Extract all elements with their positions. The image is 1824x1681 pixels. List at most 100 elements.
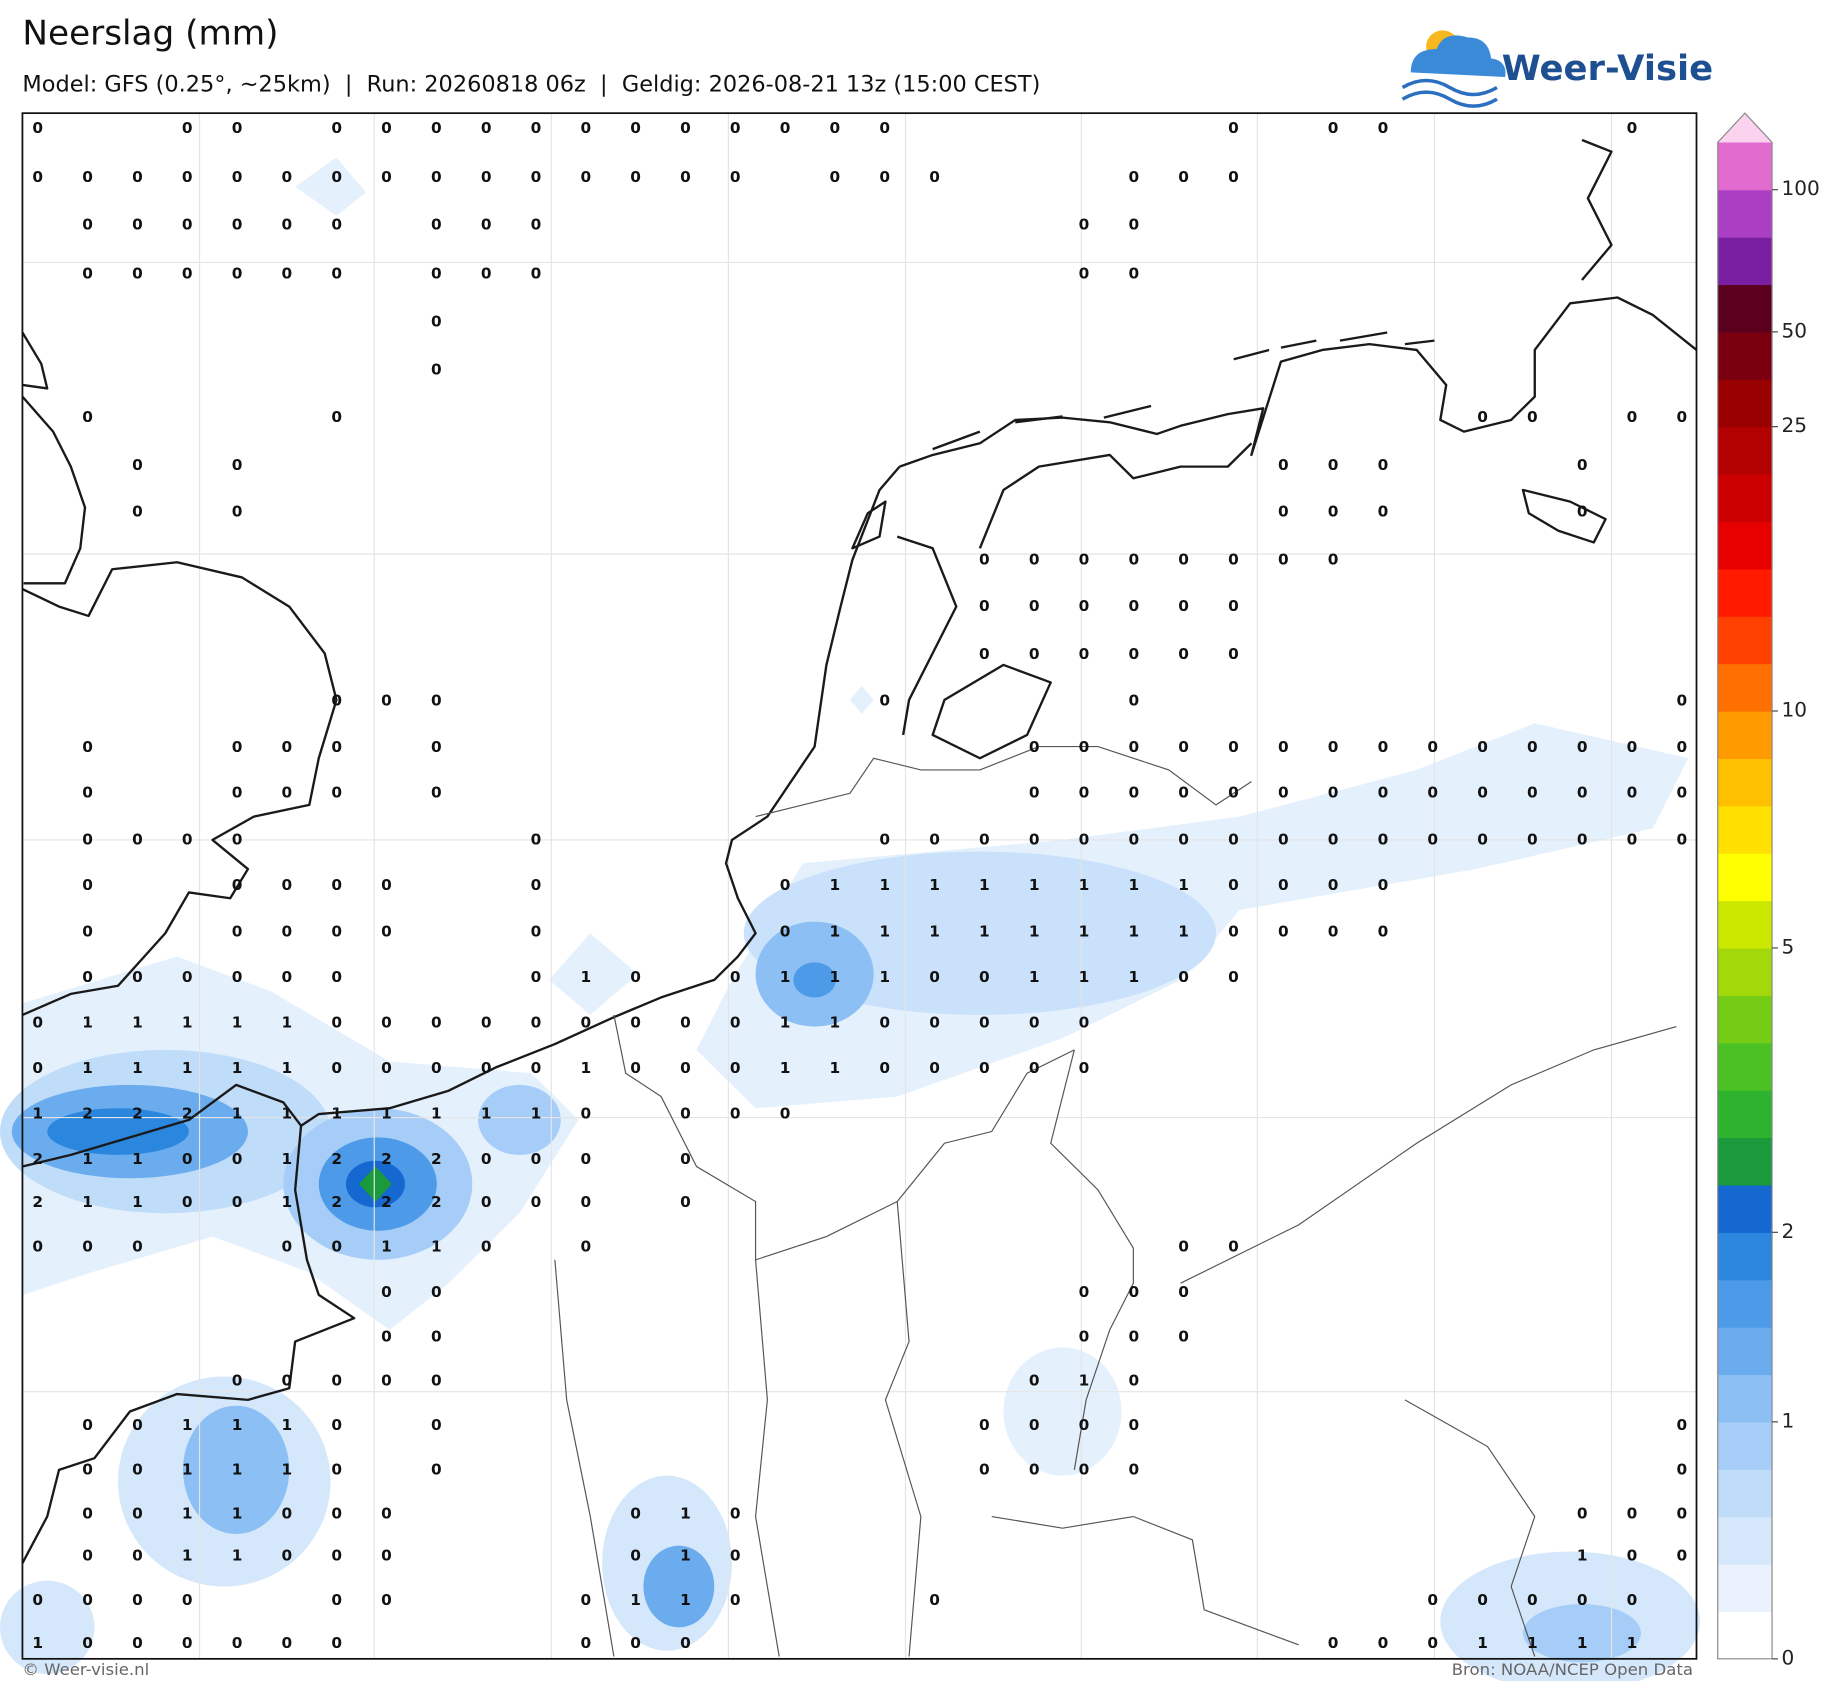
precip-value: 0 [182,119,193,137]
precip-value: 0 [1128,830,1139,848]
precip-value: 0 [331,784,342,802]
precip-value: 0 [630,1547,641,1565]
precip-value: 1 [132,1193,143,1211]
colorbar-segment [1717,1090,1773,1139]
precip-value: 0 [531,216,542,234]
precip-value: 0 [1627,1505,1638,1523]
precip-value: 1 [780,1059,791,1077]
precip-value: 0 [481,168,492,186]
precip-value: 0 [232,968,243,986]
precip-value: 1 [929,923,940,941]
precip-value: 1 [830,876,841,894]
precip-value: 0 [979,1014,990,1032]
precip-value: 0 [1378,784,1389,802]
precip-value: 0 [1677,1460,1688,1478]
precip-value: 0 [1228,119,1239,137]
precip-value: 0 [630,168,641,186]
precip-value: 1 [431,1238,442,1256]
precip-value: 0 [1328,119,1339,137]
precip-value: 0 [580,1634,591,1652]
precip-value: 0 [1228,784,1239,802]
colorbar-tick-label: 2 [1781,1219,1794,1243]
precip-value: 0 [979,968,990,986]
precip-value: 0 [1527,738,1538,756]
source: Bron: NOAA/NCEP Open Data [1452,1660,1693,1679]
precip-value: 0 [879,168,890,186]
colorbar-tick-label: 50 [1781,318,1807,342]
precip-value: 0 [830,168,841,186]
precip-value: 0 [730,1591,741,1609]
precip-value: 0 [929,168,940,186]
precip-value: 0 [1128,168,1139,186]
precip-value: 0 [381,1591,392,1609]
subtitle: Model: GFS (0.25°, ~25km) | Run: 2026081… [22,72,1040,98]
precip-value: 0 [331,738,342,756]
precip-value: 0 [232,503,243,521]
colorbar-segment [1717,284,1773,333]
precip-value: 0 [1378,830,1389,848]
precip-value: 1 [431,1105,442,1123]
precip-value: 1 [879,968,890,986]
precip-value: 0 [32,1591,43,1609]
precip-value: 0 [82,168,93,186]
precip-value: 0 [282,784,293,802]
precip-value: 0 [1029,551,1040,569]
colorbar-frame [1717,112,1773,1660]
precip-value: 0 [1328,1634,1339,1652]
precip-value: 0 [1079,216,1090,234]
precip-value: 0 [1228,923,1239,941]
precip-value: 0 [1477,738,1488,756]
precip-value: 0 [132,1238,143,1256]
precip-value: 0 [82,408,93,426]
precip-value: 0 [481,1193,492,1211]
precip-value: 0 [431,784,442,802]
precip-value: 0 [1029,597,1040,615]
precip-value: 0 [1228,830,1239,848]
precip-value: 1 [282,1105,293,1123]
precip-value: 0 [730,1059,741,1077]
colorbar-segment [1717,805,1773,854]
precip-value: 0 [282,1505,293,1523]
precip-value: 0 [331,968,342,986]
precip-value: 0 [331,692,342,710]
copyright: © Weer-visie.nl [22,1660,149,1679]
precip-value: 0 [132,216,143,234]
precip-value: 0 [1577,738,1588,756]
precip-value: 1 [1029,876,1040,894]
precip-value: 0 [830,119,841,137]
precip-value: 0 [1079,1460,1090,1478]
precip-value: 1 [232,1460,243,1478]
precip-value: 0 [1128,738,1139,756]
colorbar-segment [1717,237,1773,286]
precip-value: 1 [680,1505,691,1523]
precip-value: 0 [331,1372,342,1390]
precip-value: 0 [1627,408,1638,426]
precip-value: 0 [381,692,392,710]
precip-value: 0 [1328,551,1339,569]
precip-value: 0 [780,923,791,941]
colorbar-segment [1717,331,1773,380]
precip-value: 0 [282,1372,293,1390]
precip-value: 1 [232,1547,243,1565]
precip-value: 0 [730,119,741,137]
precip-value: 0 [132,265,143,283]
precip-value: 1 [282,1150,293,1168]
precip-value: 0 [1228,168,1239,186]
precip-value: 0 [381,1372,392,1390]
colorbar-segment [1717,947,1773,996]
precip-value: 0 [331,1059,342,1077]
precip-value: 0 [232,923,243,941]
precip-value: 1 [1178,876,1189,894]
precip-value: 1 [1079,1372,1090,1390]
precip-value: 0 [1328,503,1339,521]
precip-value: 1 [1577,1547,1588,1565]
precip-value: 0 [630,1634,641,1652]
precip-value: 0 [132,830,143,848]
precip-value: 0 [232,1193,243,1211]
precip-shading [0,157,1700,1681]
colorbar-segment [1717,1421,1773,1470]
colorbar-segment [1717,853,1773,902]
precip-value: 0 [132,1634,143,1652]
precip-value: 0 [182,1193,193,1211]
